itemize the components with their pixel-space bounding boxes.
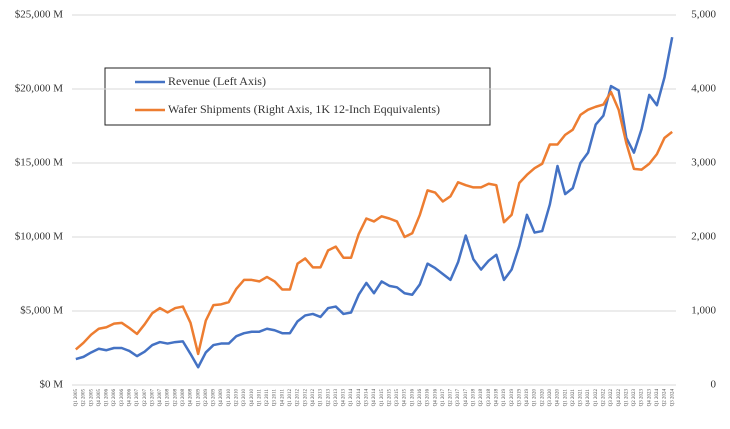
x-tick-label: Q4 2010	[250, 389, 255, 407]
x-tick-label: Q4 2008	[189, 389, 194, 407]
x-tick-label: Q1 2024	[655, 389, 660, 407]
x-tick-label: Q3 2024	[670, 389, 675, 407]
x-tick-label: Q3 2017	[456, 389, 461, 407]
y-tick-label: $5,000 M	[20, 305, 63, 317]
x-tick-label: Q2 2012	[296, 389, 301, 407]
x-tick-label: Q2 2008	[173, 389, 178, 407]
x-tick-label: Q2 2016	[418, 389, 423, 407]
x-tick-label: Q2 2023	[632, 389, 637, 407]
x-tick-label: Q1 2013	[319, 389, 324, 407]
x-tick-label: Q4 2023	[647, 389, 652, 407]
x-tick-label: Q4 2014	[372, 389, 377, 407]
x-tick-label: Q1 2019	[502, 389, 507, 407]
x-tick-label: Q4 2012	[311, 389, 316, 407]
x-tick-label: Q2 2011	[265, 389, 270, 407]
x-tick-label: Q1 2020	[533, 389, 538, 407]
y2-tick-label: 5,000	[691, 9, 716, 21]
x-tick-label: Q4 2009	[219, 389, 224, 407]
x-tick-label: Q1 2015	[380, 389, 385, 407]
x-tick-label: Q4 2019	[525, 389, 530, 407]
y2-tick-label: 3,000	[691, 157, 716, 169]
y2-tick-label: 2,000	[691, 231, 716, 243]
y-tick-label: $0 M	[39, 379, 63, 391]
x-tick-label: Q3 2018	[487, 389, 492, 407]
x-tick-label: Q2 2005	[82, 389, 87, 407]
x-tick-label: Q2 2021	[571, 389, 576, 407]
x-tick-label: Q2 2006	[112, 389, 117, 407]
x-tick-label: Q4 2022	[617, 389, 622, 407]
y2-tick-label: 0	[711, 379, 717, 391]
x-tick-label: Q4 2006	[127, 389, 132, 407]
x-tick-label: Q3 2016	[426, 389, 431, 407]
legend-label: Wafer Shipments (Right Axis, 1K 12-Inch …	[168, 102, 440, 116]
x-tick-label: Q1 2010	[227, 389, 232, 407]
x-tick-label: Q1 2021	[563, 389, 568, 407]
x-tick-label: Q2 2018	[479, 389, 484, 407]
x-tick-label: Q2 2015	[387, 389, 392, 407]
x-tick-label: Q3 2021	[579, 389, 584, 407]
x-tick-label: Q2 2020	[540, 389, 545, 407]
series-line	[74, 90, 673, 356]
x-tick-label: Q2 2019	[510, 389, 515, 407]
y-tick-label: $15,000 M	[15, 157, 64, 169]
x-tick-label: Q2 2014	[357, 389, 362, 407]
x-tick-label: Q2 2013	[326, 389, 331, 407]
x-tick-label: Q2 2024	[663, 389, 668, 407]
x-tick-label: Q4 2016	[433, 389, 438, 407]
x-tick-label: Q3 2020	[548, 389, 553, 407]
y2-tick-label: 4,000	[691, 83, 716, 95]
x-tick-label: Q4 2011	[280, 389, 285, 407]
x-tick-label: Q3 2023	[640, 389, 645, 407]
x-tick-label: Q4 2017	[464, 389, 469, 407]
y-tick-label: $25,000 M	[15, 9, 64, 21]
x-tick-label: Q4 2021	[586, 389, 591, 407]
y-tick-label: $20,000 M	[15, 83, 64, 95]
x-tick-label: Q3 2009	[212, 389, 217, 407]
x-tick-label: Q1 2012	[288, 389, 293, 407]
x-tick-label: Q2 2022	[602, 389, 607, 407]
x-tick-label: Q1 2011	[257, 389, 262, 407]
x-tick-label: Q1 2009	[196, 389, 201, 407]
x-tick-label: Q2 2007	[143, 389, 148, 407]
x-tick-label: Q3 2013	[334, 389, 339, 407]
x-tick-label: Q1 2022	[594, 389, 599, 407]
x-tick-label: Q3 2008	[181, 389, 186, 407]
x-tick-label: Q3 2012	[303, 389, 308, 407]
x-tick-label: Q3 2015	[395, 389, 400, 407]
y-tick-label: $10,000 M	[15, 231, 64, 243]
x-tick-label: Q3 2010	[242, 389, 247, 407]
x-tick-label: Q1 2005	[74, 389, 79, 407]
x-tick-label: Q4 2007	[158, 389, 163, 407]
x-tick-label: Q1 2018	[472, 389, 477, 407]
x-tick-label: Q1 2014	[349, 389, 354, 407]
x-tick-label: Q2 2017	[449, 389, 454, 407]
series-line	[75, 36, 674, 369]
x-tick-label: Q3 2005	[89, 389, 94, 407]
x-tick-label: Q2 2009	[204, 389, 209, 407]
x-tick-label: Q1 2006	[105, 389, 110, 407]
x-tick-label: Q3 2006	[120, 389, 125, 407]
x-tick-label: Q3 2022	[609, 389, 614, 407]
x-tick-label: Q1 2016	[410, 389, 415, 407]
x-tick-label: Q1 2017	[441, 389, 446, 407]
x-tick-label: Q1 2023	[624, 389, 629, 407]
x-tick-label: Q4 2005	[97, 389, 102, 407]
x-tick-label: Q2 2010	[235, 389, 240, 407]
x-tick-label: Q3 2019	[517, 389, 522, 407]
x-tick-label: Q1 2008	[166, 389, 171, 407]
x-tick-label: Q3 2014	[364, 389, 369, 407]
legend-box	[104, 67, 491, 126]
legend-label: Revenue (Left Axis)	[168, 74, 266, 88]
x-tick-label: Q3 2011	[273, 389, 278, 407]
y2-tick-label: 1,000	[691, 305, 716, 317]
x-tick-label: Q3 2007	[150, 389, 155, 407]
x-tick-label: Q4 2013	[342, 389, 347, 407]
x-tick-label: Q4 2015	[403, 389, 408, 407]
x-tick-label: Q4 2020	[556, 389, 561, 407]
x-tick-label: Q4 2018	[494, 389, 499, 407]
x-tick-label: Q1 2007	[135, 389, 140, 407]
